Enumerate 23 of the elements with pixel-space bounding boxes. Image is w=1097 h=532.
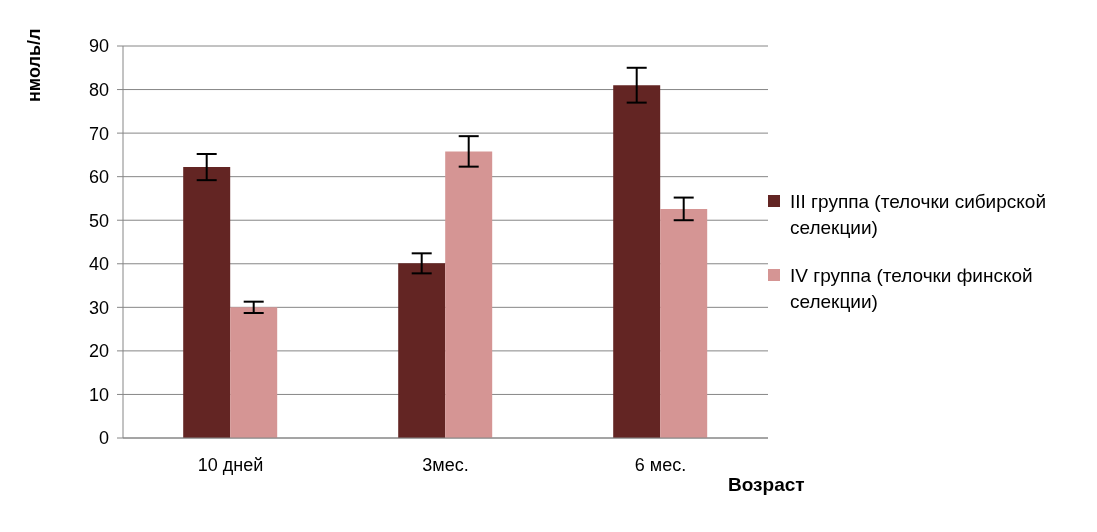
y-tick-label: 60 bbox=[88, 167, 109, 188]
bar bbox=[660, 208, 708, 438]
bar bbox=[445, 151, 493, 438]
bar bbox=[183, 167, 231, 438]
bar bbox=[230, 307, 278, 438]
y-tick-label: 10 bbox=[88, 384, 109, 405]
bar bbox=[398, 263, 446, 438]
x-tick-label: 6 мес. bbox=[634, 454, 687, 475]
legend-label: IV группа (телочки финской селекции) bbox=[790, 264, 1034, 314]
x-tick-label: 3мес. bbox=[422, 454, 469, 475]
y-tick-label: 20 bbox=[88, 341, 109, 362]
x-axis-title: Возраст bbox=[728, 474, 805, 496]
legend-label: III группа (телочки сибирской селекции) bbox=[790, 190, 1047, 240]
y-tick-label: 70 bbox=[88, 123, 109, 144]
x-tick-label: 10 дней bbox=[197, 454, 264, 475]
bar bbox=[613, 85, 661, 438]
y-tick-label: 50 bbox=[88, 210, 109, 231]
y-tick-label: 40 bbox=[88, 254, 109, 275]
y-tick-label: 0 bbox=[98, 428, 109, 449]
y-tick-label: 80 bbox=[88, 79, 109, 100]
y-tick-label: 30 bbox=[88, 297, 109, 318]
y-axis-title: нмоль/л bbox=[24, 28, 45, 102]
y-tick-label: 90 bbox=[88, 36, 109, 57]
